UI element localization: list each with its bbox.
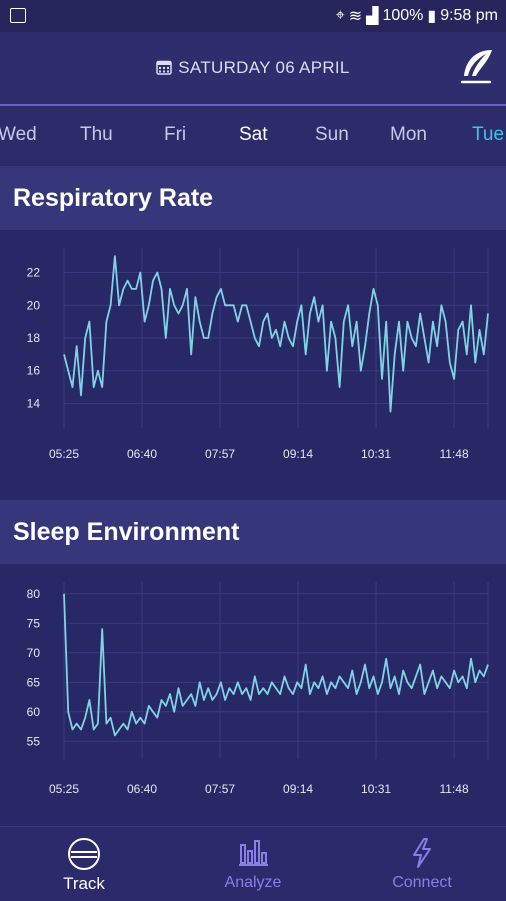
header-divider [0,104,506,106]
y-tick-label: 70 [27,646,41,660]
nav-connect-label: Connect [392,874,452,891]
respiratory-title: Respiratory Rate [13,184,214,212]
tab-mon[interactable]: Mon [390,124,427,145]
tab-fri[interactable]: Fri [164,124,187,145]
respiratory-header: Respiratory Rate [0,166,506,230]
y-tick-label: 16 [27,364,41,378]
respiratory-chart: 05:25 06:40 07:57 09:14 10:31 11:48 14 16 18 20 22 [0,230,506,500]
nav-analyze[interactable]: Analyze [169,827,337,901]
tab-sun[interactable]: Sun [315,124,349,145]
clock: 9:58 pm [440,7,498,24]
environment-chart: 05:25 06:40 07:57 09:14 10:31 11:48 55 60 65 70 75… [0,564,506,824]
x-tick-label: 05:25 [49,447,79,461]
date-selector[interactable]: SATURDAY 06 APRIL [0,58,506,78]
y-tick-label: 65 [27,675,41,689]
x-tick-label: 11:48 [440,447,469,461]
respiratory-chart-svg: 05:25 06:40 07:57 09:14 10:31 11:48 14 16 18 20 22 [27,248,489,461]
environment-chart-svg: 05:25 06:40 07:57 09:14 10:31 11:48 55 60 65 70 75… [27,582,489,796]
nav-connect[interactable]: Connect [338,827,506,901]
environment-series-line [63,593,489,737]
status-icons: ⌖ ≋ ▟ 100% ▮ 9:58 pm [336,6,498,26]
status-bar: ⌖ ≋ ▟ 100% ▮ 9:58 pm [0,0,506,32]
x-tick-label: 10:31 [361,447,391,461]
respiratory-series-line [63,255,489,413]
tab-thu[interactable]: Thu [80,124,113,145]
y-tick-label: 75 [27,616,41,630]
x-tick-label: 09:14 [283,447,313,461]
bar-chart-icon [239,840,268,866]
location-icon: ⌖ [335,7,345,24]
x-tick-label: 05:25 [49,782,79,796]
current-date: SATURDAY 06 APRIL [178,58,350,77]
day-tabs: Wed Thu Fri Sat Sun Mon Tue [0,106,506,164]
signal-icon: ▟ [366,8,379,25]
tab-tue[interactable]: Tue [472,124,505,145]
bottom-nav: Track Analyze Connect [0,826,506,901]
x-tick-label: 10:31 [361,782,391,796]
track-icon [68,838,100,870]
tab-wed[interactable]: Wed [0,124,37,145]
tab-sat[interactable]: Sat [239,124,268,145]
lightning-icon [413,838,431,868]
y-tick-label: 80 [27,587,41,601]
y-tick-label: 18 [27,331,41,345]
y-tick-label: 55 [27,734,41,748]
calendar-icon [156,60,173,75]
x-tick-label: 07:57 [205,782,235,796]
battery-percent: 100% [382,7,424,24]
x-tick-label: 07:57 [205,447,235,461]
image-notification-icon [10,8,26,23]
y-tick-label: 60 [27,705,41,719]
battery-icon: ▮ [427,8,437,25]
nav-track[interactable]: Track [0,827,168,901]
feather-icon[interactable] [456,46,496,86]
x-tick-label: 09:14 [283,782,313,796]
y-tick-label: 20 [27,298,41,312]
environment-title: Sleep Environment [13,518,240,546]
wifi-icon: ≋ [348,8,363,25]
nav-track-label: Track [63,874,105,893]
x-tick-label: 06:40 [127,447,157,461]
y-tick-label: 22 [27,266,41,280]
x-tick-label: 06:40 [127,782,157,796]
app-header: SATURDAY 06 APRIL [0,32,506,104]
nav-analyze-label: Analyze [224,874,282,891]
y-tick-label: 14 [27,396,41,410]
x-tick-label: 11:48 [440,782,469,796]
environment-header: Sleep Environment [0,500,506,564]
